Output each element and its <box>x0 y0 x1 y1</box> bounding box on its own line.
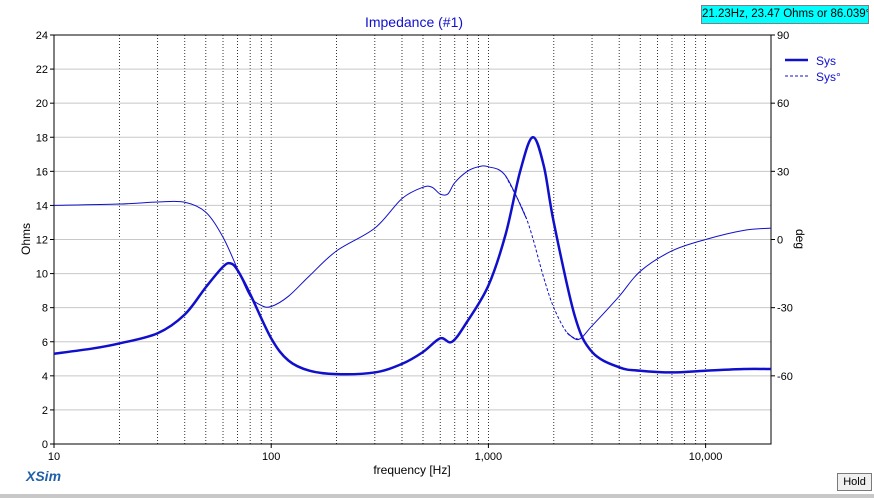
x-tick-label: 100 <box>262 451 280 463</box>
y2-tick-label: -60 <box>777 371 793 383</box>
grid <box>54 35 771 444</box>
y-tick-label: 12 <box>36 235 48 247</box>
series-sys-phase-dashed <box>505 175 579 340</box>
y-tick-label: 10 <box>36 269 48 281</box>
y-tick-label: 14 <box>36 200 48 212</box>
legend-label-sys: Sys <box>816 54 836 68</box>
y-tick-label: 16 <box>36 166 48 178</box>
y2-tick-label: 60 <box>777 98 789 110</box>
y-tick-label: 20 <box>36 98 48 110</box>
x-axis-label: frequency [Hz] <box>373 463 450 477</box>
y2-tick-label: 90 <box>777 30 789 42</box>
y-axis-label: Ohms <box>19 223 33 255</box>
cursor-readout: 21.23Hz, 23.47 Ohms or 86.039° <box>701 5 869 24</box>
series-lines <box>53 136 772 376</box>
x-tick-label: 10,000 <box>689 451 723 463</box>
y-tick-label: 2 <box>42 405 48 417</box>
series-sys-phase-line-tail <box>566 227 772 341</box>
x-tick-label: 10 <box>48 451 60 463</box>
y2-tick-label: 0 <box>777 235 783 247</box>
window-bottom-border <box>0 494 874 498</box>
y-tick-label: 8 <box>42 303 48 315</box>
y-tick-label: 24 <box>36 30 48 42</box>
y-tick-label: 6 <box>42 337 48 349</box>
hold-button[interactable]: Hold <box>837 473 872 491</box>
x-tick-label: 1,000 <box>475 451 503 463</box>
y-tick-label: 0 <box>42 439 48 451</box>
y2-tick-label: 30 <box>777 166 789 178</box>
series-sys-line <box>53 136 772 376</box>
series-sys-phase-line <box>53 165 528 308</box>
y2-axis-label: deg <box>793 229 807 249</box>
y-tick-label: 4 <box>42 371 48 383</box>
y-tick-label: 22 <box>36 64 48 76</box>
y2-tick-label: -30 <box>777 303 793 315</box>
legend-label-sys-phase: Sys° <box>816 70 841 84</box>
legend: Sys Sys° <box>785 54 841 84</box>
xsim-logo: XSim <box>26 468 62 484</box>
y-tick-label: 18 <box>36 132 48 144</box>
chart-title: Impedance (#1) <box>365 14 463 30</box>
